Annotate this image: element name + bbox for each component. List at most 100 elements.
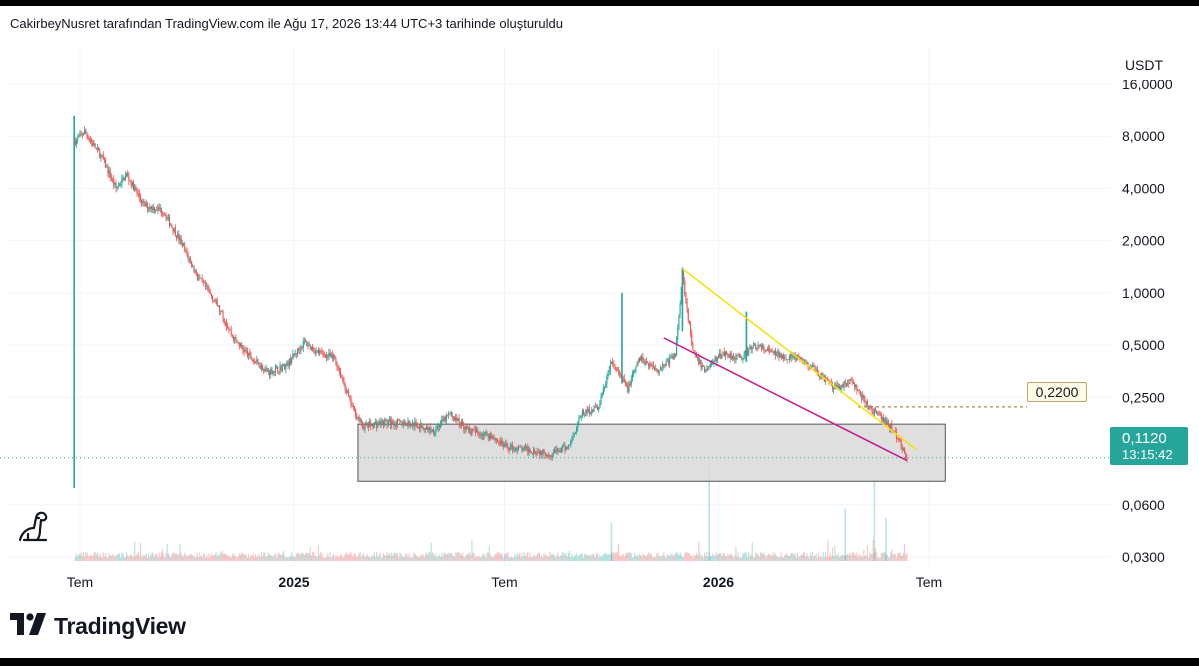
candle-body [194,270,196,272]
candle-body [687,308,689,321]
candle-body [857,390,859,392]
candle-body [373,422,375,428]
volume-bar [478,555,480,561]
candle-body [400,421,402,423]
candle-body [443,416,445,421]
volume-bar [479,557,481,561]
candle-body [366,423,368,426]
candle-body [677,328,679,340]
candle [613,360,615,369]
volume-bar [116,554,118,561]
volume-bar [702,557,704,561]
volume-bar [670,553,672,561]
volume-bar [439,556,442,561]
candle [224,320,226,327]
candle [856,384,858,395]
candle-body [566,446,568,450]
tradingview-logo[interactable]: TradingView [10,610,186,642]
candle-body [663,364,665,366]
candle [779,351,781,358]
volume-bar [729,553,731,561]
candle [530,450,532,454]
candle [265,364,267,373]
candle-body [363,427,365,429]
volume-bar [888,557,891,561]
volume-bar [352,556,354,561]
candle [574,431,576,435]
volume-bar [195,556,197,561]
candle-body [684,280,686,295]
volume-bar [764,555,766,561]
candle-body [792,356,794,358]
volume-bar [223,553,225,561]
volume-bar [393,552,395,561]
candle-body [451,412,453,417]
candle [365,420,367,426]
candle-body [129,180,131,182]
candle [720,349,722,360]
candle-body [790,354,792,356]
volume-bar [417,556,419,561]
candle-body [123,177,125,181]
candle [89,135,92,144]
candle-body [579,417,581,419]
candle-body [581,410,583,416]
volume-bar [291,552,293,561]
candle-body [229,329,231,330]
candle [680,286,682,305]
volume-bar [351,554,353,561]
candle-body [414,421,416,427]
candle [138,189,140,202]
volume-bar [520,556,522,561]
currency-label[interactable]: USDT [1115,50,1173,80]
dinosaur-icon[interactable] [16,506,52,549]
volume-bar [343,555,345,561]
candle-body [230,329,232,335]
candle [402,418,404,429]
candle [733,352,735,361]
candle [122,174,124,182]
price-chart[interactable]: 16,00008,00004,00002,00001,00000,50000,2… [0,6,1199,658]
candle-body [410,424,413,426]
volume-bar [232,555,235,561]
volume-bar [167,553,169,561]
volume-bar [259,557,261,561]
candle-body [872,411,874,415]
candle [329,348,331,358]
volume-bar [131,556,133,561]
candle-body [220,310,222,312]
volume-bar [273,554,275,561]
candle-body [591,409,593,414]
volume-bar [221,551,223,561]
candle-body [692,344,694,351]
volume-bar [659,556,661,561]
candle-body [132,181,135,191]
candle [314,347,316,356]
candle [259,362,261,370]
candle [216,297,218,307]
candle [531,452,533,456]
candle-body [324,355,326,358]
candle-body [246,350,249,356]
volume-bar [295,553,297,561]
candle-body [171,225,173,228]
candle [460,418,463,429]
volume-bar [627,552,629,561]
candle-body [837,385,839,389]
candle-body [172,227,174,232]
volume-bar [431,552,433,561]
candle [217,304,219,308]
candle-body [854,383,856,388]
candle-body [453,418,456,421]
candle-body [614,364,616,368]
candle-body [253,360,256,362]
candle [123,177,125,181]
candle-body [146,203,149,209]
candle [466,423,468,430]
candle [635,365,637,374]
volume-bar [578,554,580,561]
volume-bar [319,554,321,561]
candle [289,354,292,366]
candle-body [416,423,418,428]
candle-body [289,358,292,364]
